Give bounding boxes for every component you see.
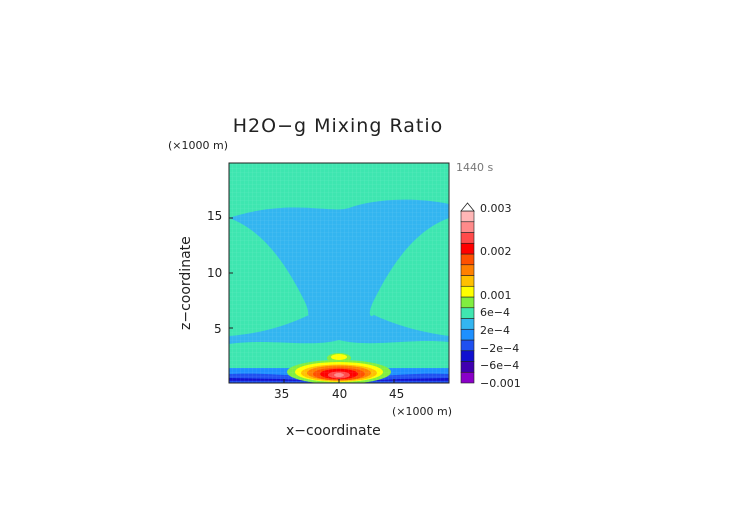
colorbar-swatch [460,210,475,223]
colorbar-swatch [460,318,475,330]
grid-overlay [229,163,449,383]
y-unit-label: (×1000 m) [168,139,229,152]
colorbar-swatch [460,275,475,287]
y-tick-label: 10 [207,266,223,280]
colorbar-swatch [460,296,475,309]
contour-field [229,163,449,383]
colorbar-label: −6e−4 [480,359,520,372]
x-tick-label: 40 [332,387,348,401]
colorbar-extend-arrow [460,202,475,212]
colorbar-label: 0.002 [480,245,512,258]
colorbar-swatch [460,307,475,319]
colorbar-label: 6e−4 [480,306,510,319]
colorbar-label: 2e−4 [480,324,510,337]
x-tick-label: 35 [274,387,290,401]
time-label: 1440 s [456,161,494,174]
colorbar-swatch [460,285,475,298]
colorbar-label: 0.001 [480,289,512,302]
colorbar-swatch [460,350,475,362]
colorbar-label: −2e−4 [480,342,520,355]
colorbar-swatch [460,339,475,352]
chart-title: H2O−g Mixing Ratio [232,115,444,137]
colorbar-label: −0.001 [480,377,521,390]
colorbar-swatch [460,264,475,276]
y-tick-label: 15 [207,209,223,223]
colorbar-swatch [460,221,475,233]
x-unit-label: (×1000 m) [392,405,453,418]
colorbar-swatch [460,371,475,384]
x-axis-label: x−coordinate [286,423,381,439]
x-ticks [229,217,395,383]
colorbar-swatch [460,361,475,373]
colorbar [460,202,475,384]
colorbar-swatch [460,242,475,255]
colorbar-swatch [460,328,475,341]
colorbar-swatch [460,232,475,244]
x-tick-label: 45 [389,387,405,401]
colorbar-swatch [460,253,475,266]
y-tick-label: 5 [214,322,222,336]
colorbar-label: 0.003 [480,202,512,215]
